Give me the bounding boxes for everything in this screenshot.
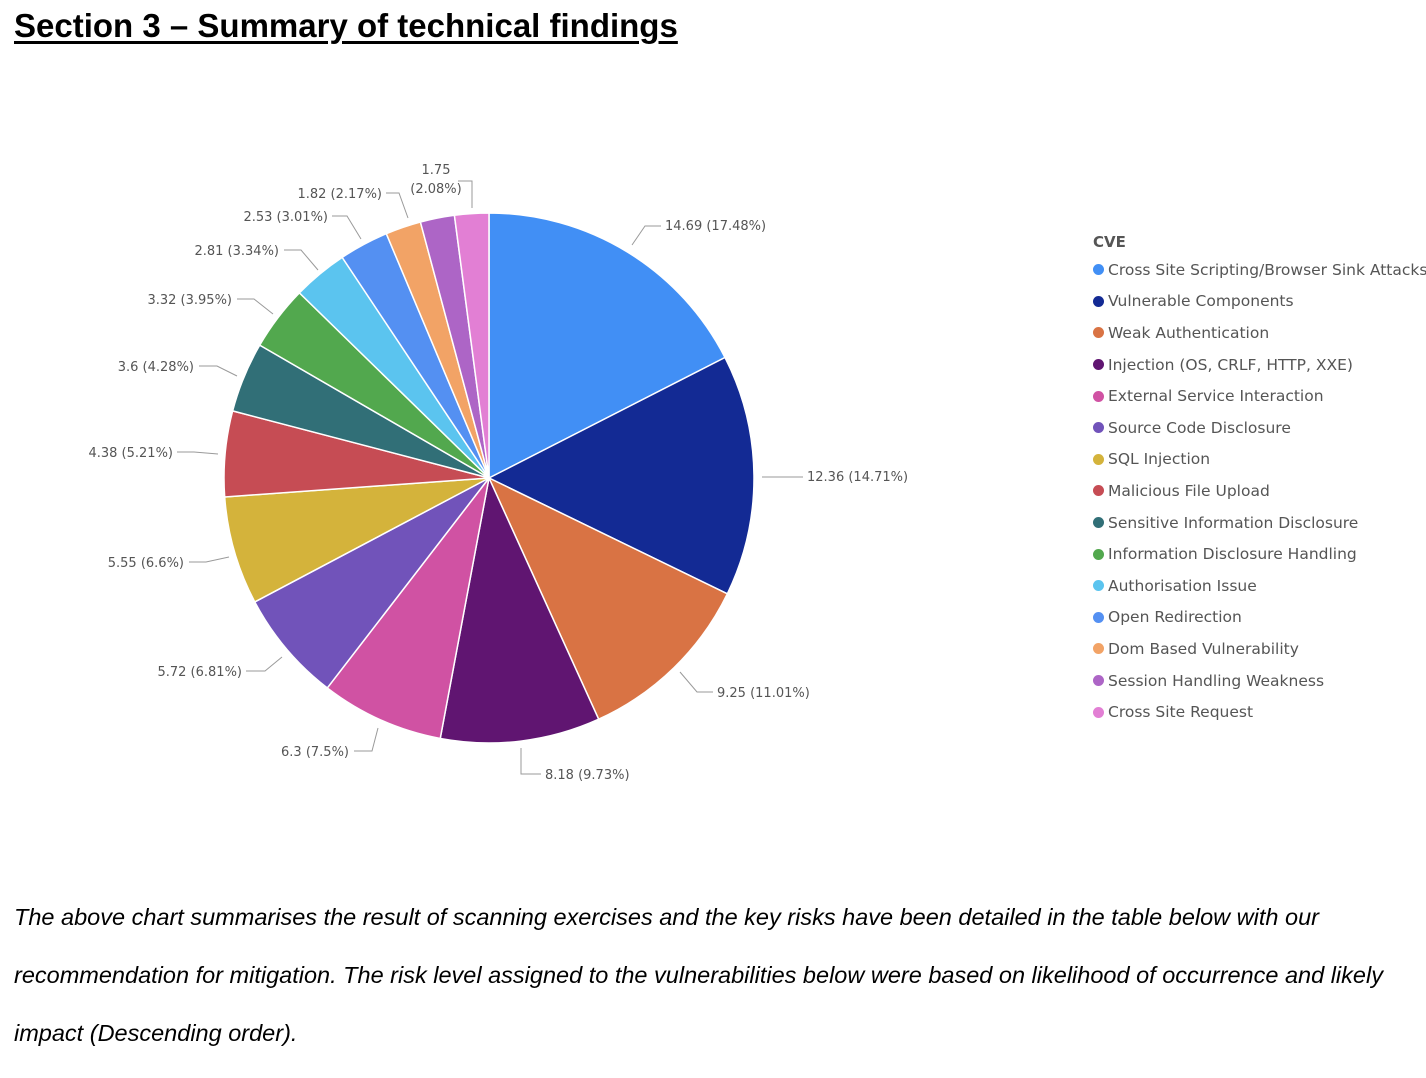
- legend-color-dot-icon: [1093, 390, 1104, 402]
- legend-item-label: Cross Site Scripting/Browser Sink Attack…: [1108, 260, 1426, 279]
- legend-item-label: Sensitive Information Disclosure: [1108, 513, 1359, 532]
- data-label: 4.38 (5.21%): [88, 446, 173, 461]
- data-label: 8.18 (9.73%): [545, 768, 630, 783]
- data-label-leader-line: [354, 727, 379, 752]
- legend-item-label: Weak Authentication: [1108, 323, 1270, 342]
- data-label: 9.25 (11.01%): [717, 686, 810, 701]
- data-label-leader-line: [458, 180, 473, 208]
- data-label: 1.75 (2.08%): [410, 163, 461, 197]
- legend-color-dot-icon: [1093, 359, 1104, 371]
- data-label: 2.81 (3.34%): [194, 244, 279, 259]
- data-label-leader-line: [679, 671, 713, 693]
- legend-item: Sensitive Information Disclosure: [1093, 507, 1426, 539]
- legend-color-dot-icon: [1093, 295, 1104, 307]
- data-label-leader-line: [520, 748, 541, 775]
- legend-color-dot-icon: [1093, 264, 1104, 276]
- pie-slice-2: [487, 356, 755, 595]
- legend-color-dot-icon: [1093, 706, 1104, 718]
- legend-item-label: Information Disclosure Handling: [1108, 545, 1357, 564]
- legend-item-label: Source Code Disclosure: [1108, 418, 1291, 437]
- pie-slice-7: [223, 477, 490, 603]
- data-label: 3.32 (3.95%): [147, 293, 232, 308]
- data-label: 1.82 (2.17%): [297, 187, 382, 202]
- data-label: 5.72 (6.81%): [157, 665, 242, 680]
- legend-color-dot-icon: [1093, 675, 1104, 687]
- pie-slice-3: [487, 476, 729, 721]
- data-label-leader-line: [237, 298, 274, 315]
- legend-item: Vulnerable Components: [1093, 286, 1426, 318]
- pie-slice-5: [326, 477, 490, 740]
- legend-item: Injection (OS, CRLF, HTTP, XXE): [1093, 349, 1426, 381]
- data-label: 3.6 (4.28%): [118, 360, 194, 375]
- data-label-leader-line: [177, 451, 219, 455]
- data-label-leader-line: [246, 656, 283, 672]
- data-label-leader-line: [386, 192, 409, 219]
- data-label-leader-line: [284, 249, 319, 271]
- legend-item-label: Open Redirection: [1108, 608, 1242, 627]
- legend-item-label: Authorisation Issue: [1108, 576, 1257, 595]
- legend-color-dot-icon: [1093, 548, 1104, 560]
- legend-item-label: Session Handling Weakness: [1108, 671, 1325, 690]
- legend-item: Weak Authentication: [1093, 317, 1426, 349]
- legend-item: Information Disclosure Handling: [1093, 538, 1426, 570]
- legend-color-dot-icon: [1093, 611, 1104, 623]
- data-label: 6.3 (7.5%): [281, 745, 349, 760]
- pie-slice-6: [253, 477, 490, 690]
- legend-item: Cross Site Request: [1093, 696, 1426, 728]
- legend-item-label: Injection (OS, CRLF, HTTP, XXE): [1108, 355, 1353, 374]
- legend-title: CVE: [1093, 233, 1126, 251]
- chart-legend: CVE Cross Site Scripting/Browser Sink At…: [1093, 230, 1426, 728]
- data-label-leader-line: [332, 215, 362, 240]
- legend-item: Open Redirection: [1093, 602, 1426, 634]
- pie-slice-15: [453, 212, 490, 479]
- data-label: 5.55 (6.6%): [108, 556, 184, 571]
- legend-color-dot-icon: [1093, 517, 1104, 529]
- legend-item-label: External Service Interaction: [1108, 387, 1324, 406]
- data-label-leader-line: [631, 225, 661, 246]
- legend-item-label: Vulnerable Components: [1108, 292, 1294, 311]
- legend-item-label: Dom Based Vulnerability: [1108, 639, 1299, 658]
- legend-color-dot-icon: [1093, 327, 1104, 339]
- legend-item-label: SQL Injection: [1108, 450, 1211, 469]
- chart-summary-paragraph: The above chart summarises the result of…: [14, 904, 1383, 1046]
- legend-item: Authorisation Issue: [1093, 570, 1426, 602]
- legend-item: Cross Site Scripting/Browser Sink Attack…: [1093, 254, 1426, 286]
- data-label-leader-line: [199, 365, 238, 377]
- pie-slice-4: [439, 475, 600, 744]
- legend-item: External Service Interaction: [1093, 380, 1426, 412]
- data-label: 12.36 (14.71%): [807, 470, 908, 485]
- legend-item: SQL Injection: [1093, 444, 1426, 476]
- legend-item-label: Cross Site Request: [1108, 703, 1254, 722]
- legend-color-dot-icon: [1093, 643, 1104, 655]
- legend-item: Session Handling Weakness: [1093, 665, 1426, 697]
- data-label: 2.53 (3.01%): [243, 210, 328, 225]
- data-label: 14.69 (17.48%): [665, 219, 766, 234]
- legend-item: Dom Based Vulnerability: [1093, 633, 1426, 665]
- legend-item-label: Malicious File Upload: [1108, 481, 1270, 500]
- legend-color-dot-icon: [1093, 485, 1104, 497]
- section-title: Section 3 – Summary of technical finding…: [14, 7, 678, 44]
- legend-color-dot-icon: [1093, 422, 1104, 434]
- legend-item: Malicious File Upload: [1093, 475, 1426, 507]
- legend-color-dot-icon: [1093, 453, 1104, 465]
- legend-color-dot-icon: [1093, 580, 1104, 592]
- data-label-leader-line: [189, 556, 230, 563]
- pie-slice-1: [488, 212, 727, 480]
- legend-item: Source Code Disclosure: [1093, 412, 1426, 444]
